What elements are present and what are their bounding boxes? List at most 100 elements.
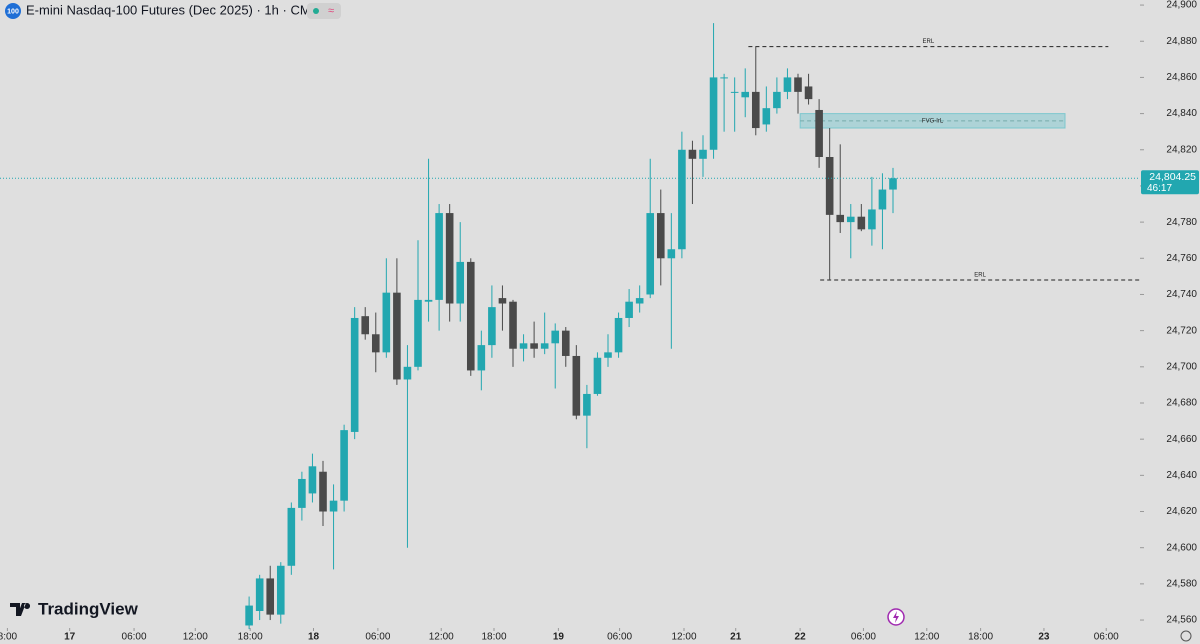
y-tick-label: 24,780 [1166, 217, 1197, 228]
level-label: ERL [923, 39, 935, 45]
candle-body [424, 299, 433, 302]
candle-body [878, 189, 887, 210]
candle-body [678, 149, 686, 250]
y-tick-label: 24,760 [1166, 253, 1197, 264]
logo-mark [10, 603, 31, 616]
event-icon-bolt [893, 611, 899, 623]
candle-body [815, 109, 823, 157]
candle-body [667, 249, 676, 259]
candle-body [614, 317, 623, 353]
chart-title: E-mini Nasdaq-100 Futures (Dec 2025) · 1… [26, 2, 320, 17]
candle-body [604, 352, 612, 358]
candle-body [361, 316, 370, 335]
y-tick-label: 24,840 [1166, 108, 1197, 119]
candle-body [276, 565, 285, 615]
candle-body [751, 91, 760, 129]
x-tick-label: 18 [308, 632, 320, 643]
candle-body [350, 317, 359, 432]
candle-body [730, 91, 739, 93]
candle-body [445, 213, 454, 304]
candle-body [699, 149, 707, 159]
candle-body [414, 299, 422, 367]
candle-body [773, 91, 781, 109]
candle-body [593, 357, 602, 394]
last-price-box [1141, 170, 1199, 195]
x-tick-label: 06:00 [851, 632, 876, 643]
candle-body [540, 343, 549, 349]
logo: TradingView [10, 599, 139, 618]
candle-body [762, 108, 771, 125]
candle-body [646, 213, 655, 295]
candle-body [519, 343, 528, 349]
candle-body [868, 209, 876, 230]
y-tick-label: 24,580 [1166, 579, 1197, 590]
y-tick-label: 24,880 [1166, 36, 1197, 47]
candle-body [656, 213, 665, 259]
candle-body [625, 301, 633, 318]
indicator-badge-text: ≈ [328, 5, 334, 17]
y-tick-label: 24,700 [1166, 361, 1197, 372]
candle-body [794, 77, 802, 92]
candle-body [857, 216, 866, 230]
candle-body [720, 77, 728, 79]
candle-body [298, 478, 306, 508]
x-tick-label: 22 [795, 632, 807, 643]
candle-body [825, 157, 834, 215]
candle-body [308, 466, 317, 494]
candle-body [435, 213, 443, 300]
candle-body [688, 149, 697, 159]
y-tick-label: 24,620 [1166, 506, 1197, 517]
candle-body [393, 292, 401, 380]
candle-body [266, 578, 275, 615]
candle-body [456, 261, 465, 304]
y-tick-label: 24,660 [1166, 434, 1197, 445]
symbol-icon [5, 3, 21, 19]
candle-body [382, 292, 391, 353]
x-tick-label: 18:00 [968, 632, 993, 643]
x-tick-label: 17 [64, 632, 76, 643]
x-tick-label: 12:00 [914, 632, 939, 643]
candle-body [889, 178, 897, 190]
candle-body [371, 334, 380, 353]
logo-text: TradingView [38, 599, 139, 618]
level-label: ERL [974, 273, 986, 279]
last-price-label: 24,804.25 [1149, 171, 1196, 183]
status-dot [313, 8, 319, 14]
y-tick-label: 24,900 [1166, 0, 1197, 11]
candle-body [804, 86, 813, 100]
candle-body [255, 578, 264, 611]
x-tick-label: 12:00 [671, 632, 696, 643]
symbol-icon-text: 100 [7, 8, 19, 15]
x-tick-label: 19 [553, 632, 565, 643]
candle-body [709, 77, 718, 150]
x-tick-label: 18:00 [481, 632, 506, 643]
y-tick-label: 24,720 [1166, 325, 1197, 336]
x-tick-label: 23 [1038, 632, 1050, 643]
countdown: 46:17 [1147, 183, 1172, 194]
y-tick-label: 24,740 [1166, 289, 1197, 300]
candle-body [836, 214, 845, 223]
candle-body [572, 355, 581, 416]
candle-body [846, 216, 855, 223]
candle-body [530, 343, 538, 349]
x-tick-label: 18:00 [238, 632, 263, 643]
candle-body [583, 393, 591, 416]
candle-body [319, 471, 327, 512]
candle-body [561, 330, 570, 356]
candle-body [509, 301, 517, 349]
x-tick-label: 06:00 [122, 632, 147, 643]
settings-icon[interactable] [1180, 630, 1192, 642]
y-tick-label: 24,640 [1166, 470, 1197, 481]
x-tick-label: 8:00 [0, 632, 18, 643]
candle-body [741, 91, 750, 98]
x-tick-label: 06:00 [607, 632, 632, 643]
y-tick-label: 24,600 [1166, 542, 1197, 553]
candle-body [245, 605, 253, 626]
candle-body [466, 261, 475, 371]
indicator-badge[interactable] [307, 3, 341, 19]
y-tick-label: 24,680 [1166, 398, 1197, 409]
x-tick-label: 21 [730, 632, 742, 643]
